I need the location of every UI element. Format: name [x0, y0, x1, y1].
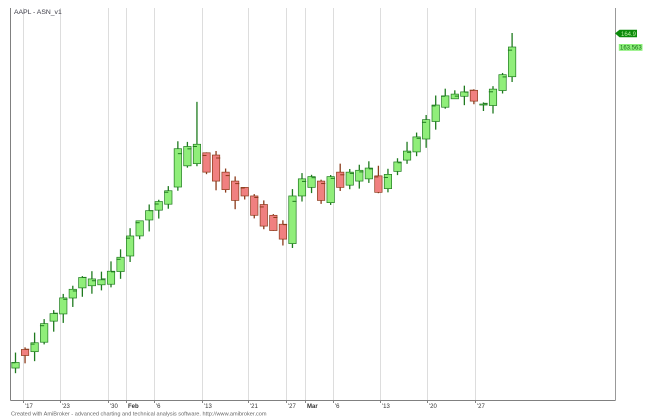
svg-text:'13: '13: [204, 404, 212, 410]
svg-text:'21: '21: [250, 404, 258, 410]
svg-text:'17: '17: [25, 404, 33, 410]
svg-text:'30: '30: [110, 404, 118, 410]
svg-text:'20: '20: [429, 404, 437, 410]
svg-text:Mar: Mar: [307, 404, 318, 410]
svg-text:163.563: 163.563: [620, 45, 642, 51]
svg-text:'27: '27: [288, 404, 296, 410]
svg-text:'23: '23: [62, 404, 70, 410]
svg-text:Feb: Feb: [128, 404, 139, 410]
svg-text:164.9: 164.9: [621, 32, 637, 38]
svg-text:'6: '6: [335, 404, 340, 410]
svg-text:Created with AmiBroker - advan: Created with AmiBroker - advanced charti…: [11, 412, 267, 418]
svg-text:'6: '6: [156, 404, 161, 410]
svg-text:'13: '13: [382, 404, 390, 410]
svg-text:AAPL - ASN_v1: AAPL - ASN_v1: [14, 9, 62, 16]
svg-text:'27: '27: [477, 404, 485, 410]
